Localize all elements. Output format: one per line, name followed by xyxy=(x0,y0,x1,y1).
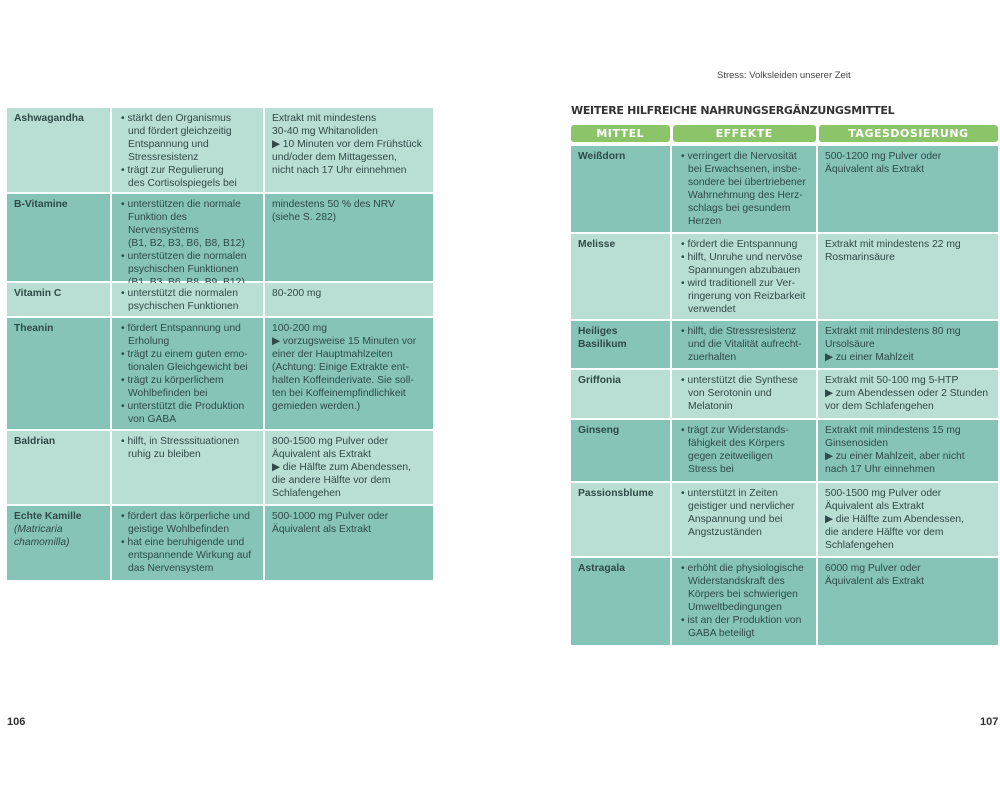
name-text: Ginseng xyxy=(578,425,620,436)
effect-item: fördert die Entspannung xyxy=(679,238,809,251)
effects-cell: fördert die Entspannunghilft, Unruhe und… xyxy=(672,234,816,319)
table-row: Melisse fördert die Entspannunghilft, Unr… xyxy=(571,234,998,319)
effects-cell: erhöht die physiologische Widerstandskra… xyxy=(672,558,816,645)
dosage-cell: mindestens 50 % des NRV (siehe S. 282) xyxy=(265,194,433,281)
supplement-table-right: MITTEL EFFEKTE TAGESDOSIERUNG Weißdorn ve… xyxy=(571,125,998,645)
effects-cell: unterstützt die normalen psychischen Fun… xyxy=(112,283,263,316)
table-row: B-Vitamine unterstützen die normale Funkt… xyxy=(7,194,433,288)
table-row: Passionsblume unterstützt in Zeiten geist… xyxy=(571,483,998,556)
effect-item: erhöht die physiologische Widerstandskra… xyxy=(679,562,809,614)
effects-cell: stärkt den Organismus und fördert gleich… xyxy=(112,108,263,192)
page-number-left: 106 xyxy=(7,716,26,728)
header-tagesdosierung: TAGESDOSIERUNG xyxy=(818,125,998,142)
effects-cell: unterstützt in Zeiten geistiger und nerv… xyxy=(672,483,816,556)
dosage-cell: 800-1500 mg Pulver oder Äquivalent als E… xyxy=(265,431,433,504)
section-title: WEITERE HILFREICHE NAHRUNGSERGÄNZUNGSMIT… xyxy=(571,104,895,117)
effects-cell: unterstützen die normale Funktion des Ne… xyxy=(112,194,263,288)
supplement-name: Echte Kamille (Matricaria chamomilla) xyxy=(7,506,110,580)
effects-cell: trägt zur Widerstands- fähigkeit des Kör… xyxy=(672,420,816,481)
effect-item: unterstützen die normale Funktion des Ne… xyxy=(119,198,256,250)
effects-cell: hilft, die Stressresistenz und die Vital… xyxy=(672,321,816,368)
effects-cell: hilft, in Stresssituationen ruhig zu ble… xyxy=(112,431,263,504)
dosage-cell: Extrakt mit mindestens 30-40 mg Whitanol… xyxy=(265,108,433,192)
page-number-right: 107 xyxy=(980,716,999,728)
dosage-cell: Extrakt mit mindestens 80 mg Ursolsäure … xyxy=(818,321,998,368)
effect-item: trägt zu körperlichem Wohlbefinden bei xyxy=(119,374,256,400)
name-text: Griffonia xyxy=(578,375,621,386)
effects-cell: unterstützt die Synthese von Serotonin u… xyxy=(672,370,816,418)
name-text: Baldrian xyxy=(14,436,56,447)
effect-item: ist an der Produktion von GABA beteiligt xyxy=(679,614,809,640)
name-text: Melisse xyxy=(578,239,616,250)
table-row: Echte Kamille (Matricaria chamomilla) förd… xyxy=(7,506,433,580)
dosage-cell: 500-1500 mg Pulver oder Äquivalent als E… xyxy=(818,483,998,556)
name-text: Heiliges Basilikum xyxy=(578,326,627,350)
supplement-name: Weißdorn xyxy=(571,146,670,232)
running-head: Stress: Volksleiden unserer Zeit xyxy=(717,70,851,81)
table-row: Ginseng trägt zur Widerstands- fähigkeit … xyxy=(571,420,998,481)
name-text: Passionsblume xyxy=(578,488,654,499)
latin-name: (Matricaria chamomilla) xyxy=(14,524,70,548)
supplement-name: Astragala xyxy=(571,558,670,645)
effects-cell: verringert die Nervosität bei Erwachsene… xyxy=(672,146,816,232)
effect-item: hat eine beruhigende und entspannende Wi… xyxy=(119,536,256,575)
table-row: Ashwagandha stärkt den Organismus und för… xyxy=(7,108,433,192)
name-text: Theanin xyxy=(14,323,54,334)
dosage-cell: Extrakt mit mindestens 22 mg Rosmarinsäu… xyxy=(818,234,998,319)
supplement-name: Ashwagandha xyxy=(7,108,110,192)
name-text: Echte Kamille xyxy=(14,511,82,522)
name-text: Weißdorn xyxy=(578,151,626,162)
name-text: B-Vitamine xyxy=(14,199,68,210)
effect-item: unterstützen die normalen psychischen Fu… xyxy=(119,250,256,289)
supplement-name: B-Vitamine xyxy=(7,194,110,281)
effects-cell: fördert das körperliche und geistige Woh… xyxy=(112,506,263,580)
table-row: Astragala erhöht die physiologische Wider… xyxy=(571,558,998,645)
table-row: Theaninfördert Entspannung und Erholungt… xyxy=(7,318,433,429)
supplement-name: Baldrian xyxy=(7,431,110,504)
table-row: Vitamin C unterstützt die normalen psychi… xyxy=(7,283,433,316)
dosage-cell: 80-200 mg xyxy=(265,283,433,316)
effect-item: fördert Entspannung und Erholung xyxy=(119,322,256,348)
name-text: Astragala xyxy=(578,563,625,574)
table-header: MITTEL EFFEKTE TAGESDOSIERUNG xyxy=(571,125,998,142)
table-row: Baldrian hilft, in Stresssituationen ruhi… xyxy=(7,431,433,504)
effect-item: unterstützt in Zeiten geistiger und nerv… xyxy=(679,487,809,539)
supplement-name: Griffonia xyxy=(571,370,670,418)
supplement-name: Theanin xyxy=(7,318,110,429)
dosage-cell: 100-200 mg ▶ vorzugsweise 15 Minuten vor… xyxy=(265,318,433,429)
effect-item: fördert das körperliche und geistige Woh… xyxy=(119,510,256,536)
effect-item: hilft, in Stresssituationen ruhig zu ble… xyxy=(119,435,256,461)
name-text: Ashwagandha xyxy=(14,113,84,124)
table-row: Weißdorn verringert die Nervosität bei Er… xyxy=(571,146,998,232)
supplement-name: Melisse xyxy=(571,234,670,319)
name-text: Vitamin C xyxy=(14,288,62,299)
table-row: Griffonia unterstützt die Synthese von Se… xyxy=(571,370,998,418)
effect-item: trägt zur Regulierung des Cortisolspiege… xyxy=(119,164,256,190)
supplement-name: Ginseng xyxy=(571,420,670,481)
supplement-name: Passionsblume xyxy=(571,483,670,556)
supplement-name: Vitamin C xyxy=(7,283,110,316)
effect-item: wird traditionell zur Ver- ringerung von… xyxy=(679,277,809,316)
effect-item: unterstützt die normalen psychischen Fun… xyxy=(119,287,256,313)
effect-item: trägt zu einem guten emo- tionalen Gleic… xyxy=(119,348,256,374)
effect-item: unterstützt die Produktion von GABA xyxy=(119,400,256,426)
header-effekte: EFFEKTE xyxy=(672,125,816,142)
supplement-table-left: Ashwagandha stärkt den Organismus und för… xyxy=(7,108,433,580)
dosage-cell: Extrakt mit mindestens 15 mg Ginsenoside… xyxy=(818,420,998,481)
dosage-cell: 500-1200 mg Pulver oder Äquivalent als E… xyxy=(818,146,998,232)
effects-cell: fördert Entspannung und Erholungträgt zu… xyxy=(112,318,263,429)
supplement-name: Heiliges Basilikum xyxy=(571,321,670,368)
effect-item: unterstützt die Synthese von Serotonin u… xyxy=(679,374,809,413)
dosage-cell: Extrakt mit 50-100 mg 5-HTP ▶ zum Abende… xyxy=(818,370,998,418)
effect-item: trägt zur Widerstands- fähigkeit des Kör… xyxy=(679,424,809,476)
effect-item: hilft, die Stressresistenz und die Vital… xyxy=(679,325,809,364)
effect-item: verringert die Nervosität bei Erwachsene… xyxy=(679,150,809,228)
dosage-cell: 500-1000 mg Pulver oder Äquivalent als E… xyxy=(265,506,433,580)
effect-item: stärkt den Organismus und fördert gleich… xyxy=(119,112,256,164)
effect-item: hilft, Unruhe und nervöse Spannungen abz… xyxy=(679,251,809,277)
header-mittel: MITTEL xyxy=(571,125,670,142)
dosage-cell: 6000 mg Pulver oder Äquivalent als Extra… xyxy=(818,558,998,645)
table-row: Heiliges Basilikum hilft, die Stressresis… xyxy=(571,321,998,368)
